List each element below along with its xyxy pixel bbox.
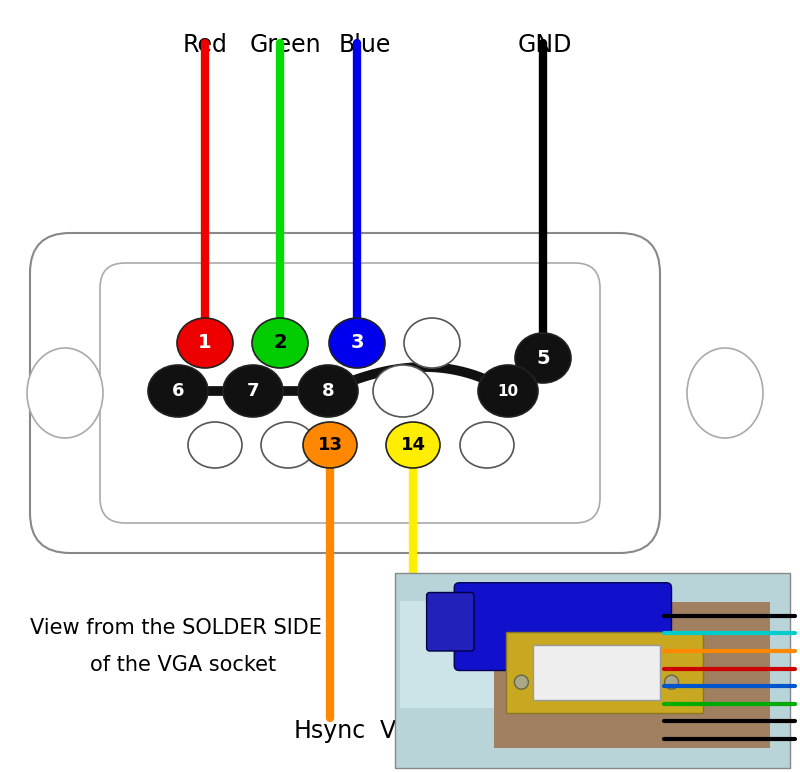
Ellipse shape xyxy=(386,422,440,468)
Ellipse shape xyxy=(223,365,283,417)
Text: Blue: Blue xyxy=(339,33,391,57)
Text: GND: GND xyxy=(518,33,572,57)
Ellipse shape xyxy=(460,422,514,468)
Ellipse shape xyxy=(148,365,208,417)
Ellipse shape xyxy=(188,422,242,468)
Ellipse shape xyxy=(252,318,308,368)
FancyBboxPatch shape xyxy=(494,601,770,748)
Text: Vsync: Vsync xyxy=(380,719,450,743)
FancyBboxPatch shape xyxy=(454,583,671,670)
Ellipse shape xyxy=(373,365,433,417)
FancyBboxPatch shape xyxy=(400,601,578,708)
FancyBboxPatch shape xyxy=(395,573,790,768)
Text: 5: 5 xyxy=(536,349,550,367)
Text: 13: 13 xyxy=(318,436,342,454)
Text: 6: 6 xyxy=(172,382,184,400)
Text: View from the SOLDER SIDE: View from the SOLDER SIDE xyxy=(30,618,322,638)
Text: of the VGA socket: of the VGA socket xyxy=(90,655,276,675)
Text: 1: 1 xyxy=(198,333,212,352)
Ellipse shape xyxy=(177,318,233,368)
Ellipse shape xyxy=(329,318,385,368)
Text: Hsync: Hsync xyxy=(294,719,366,743)
Text: 14: 14 xyxy=(401,436,426,454)
Text: Green: Green xyxy=(249,33,321,57)
Text: 10: 10 xyxy=(498,383,518,399)
Ellipse shape xyxy=(515,333,571,383)
Ellipse shape xyxy=(478,365,538,417)
Ellipse shape xyxy=(687,348,763,438)
Text: 8: 8 xyxy=(322,382,334,400)
FancyBboxPatch shape xyxy=(100,263,600,523)
Ellipse shape xyxy=(665,675,678,690)
FancyBboxPatch shape xyxy=(506,632,703,713)
Ellipse shape xyxy=(261,422,315,468)
Text: Red: Red xyxy=(182,33,227,57)
Ellipse shape xyxy=(298,365,358,417)
Text: 7: 7 xyxy=(246,382,259,400)
Text: 2: 2 xyxy=(273,333,287,352)
Ellipse shape xyxy=(514,675,528,690)
FancyBboxPatch shape xyxy=(426,592,474,651)
Text: 3: 3 xyxy=(350,333,364,352)
FancyBboxPatch shape xyxy=(30,233,660,553)
Ellipse shape xyxy=(404,318,460,368)
Ellipse shape xyxy=(303,422,357,468)
Ellipse shape xyxy=(27,348,103,438)
FancyBboxPatch shape xyxy=(534,645,660,700)
